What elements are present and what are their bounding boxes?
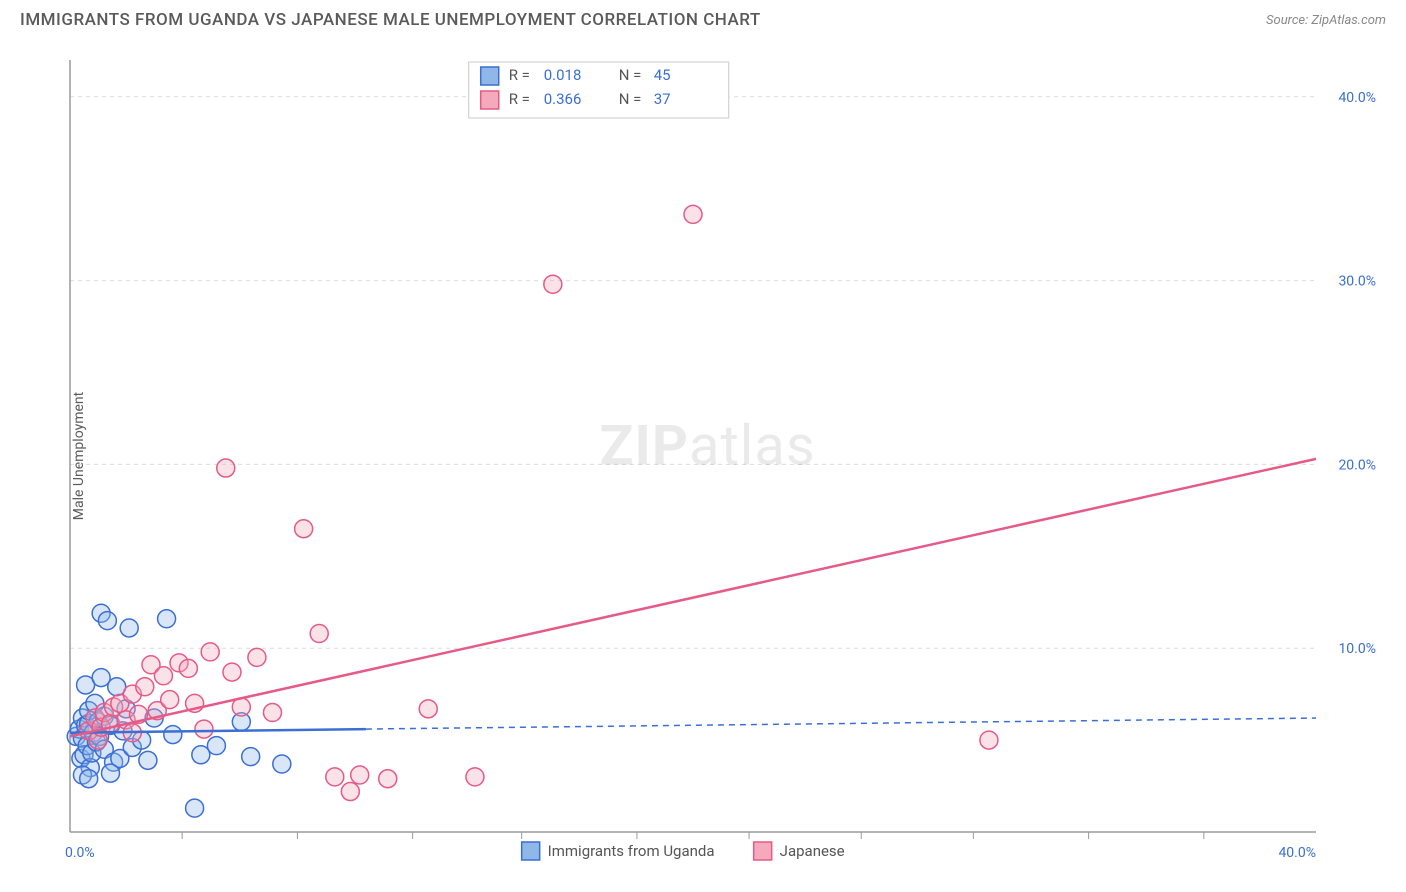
svg-text:37: 37: [654, 90, 671, 108]
data-point: [544, 275, 562, 293]
scatter-plot: 10.0% 20.0% 30.0% 40.0% 0.0% 40.0% ZIPatlas R =…: [60, 40, 1386, 872]
data-point: [201, 643, 219, 661]
svg-text:10.0%: 10.0%: [1338, 641, 1376, 657]
data-point: [164, 726, 182, 744]
data-point: [217, 459, 235, 477]
regression-line-ext: [366, 718, 1316, 729]
svg-text:20.0%: 20.0%: [1338, 457, 1376, 473]
data-point: [101, 764, 119, 782]
data-point: [186, 799, 204, 817]
data-point: [139, 751, 157, 769]
data-point: [684, 205, 702, 223]
legend-swatch: [754, 842, 772, 860]
svg-text:ZIPatlas: ZIPatlas: [600, 412, 816, 478]
legend-label: Japanese: [780, 842, 845, 860]
svg-text:30.0%: 30.0%: [1338, 274, 1376, 290]
data-point: [154, 667, 172, 685]
data-point: [158, 610, 176, 628]
svg-text:0.366: 0.366: [544, 90, 582, 108]
legend-stats: [469, 62, 729, 118]
chart-area: Male Unemployment 10.0%20.0%30.0%40.0%0.…: [20, 40, 1386, 872]
data-point: [242, 748, 260, 766]
data-point: [80, 770, 98, 788]
svg-text:40.0%: 40.0%: [1338, 90, 1376, 106]
data-point: [326, 768, 344, 786]
data-point: [295, 520, 313, 538]
svg-text:R =: R =: [509, 66, 530, 84]
data-point: [419, 700, 437, 718]
data-point: [341, 783, 359, 801]
data-point: [98, 612, 116, 630]
svg-text:R =: R =: [509, 90, 530, 108]
data-point: [161, 691, 179, 709]
svg-text:0.018: 0.018: [544, 66, 582, 84]
svg-text:N =: N =: [619, 90, 642, 108]
data-point: [120, 619, 138, 637]
legend-swatch: [522, 842, 540, 860]
data-point: [351, 766, 369, 784]
regression-line: [70, 459, 1316, 737]
data-point: [223, 663, 241, 681]
data-point: [136, 678, 154, 696]
chart-title: IMMIGRANTS FROM UGANDA VS JAPANESE MALE …: [20, 10, 761, 30]
data-point: [207, 737, 225, 755]
data-point: [273, 755, 291, 773]
legend-label: Immigrants from Uganda: [548, 842, 715, 860]
data-point: [263, 704, 281, 722]
svg-text:0.0%: 0.0%: [65, 845, 95, 861]
svg-text:40.0%: 40.0%: [1278, 845, 1316, 861]
data-point: [466, 768, 484, 786]
source-label: Source: ZipAtlas.com: [1266, 13, 1386, 28]
data-point: [248, 648, 266, 666]
data-point: [195, 720, 213, 738]
data-point: [980, 731, 998, 749]
svg-text:45: 45: [654, 66, 671, 84]
data-point: [310, 624, 328, 642]
svg-text:N =: N =: [619, 66, 642, 84]
data-point: [179, 659, 197, 677]
data-point: [379, 770, 397, 788]
